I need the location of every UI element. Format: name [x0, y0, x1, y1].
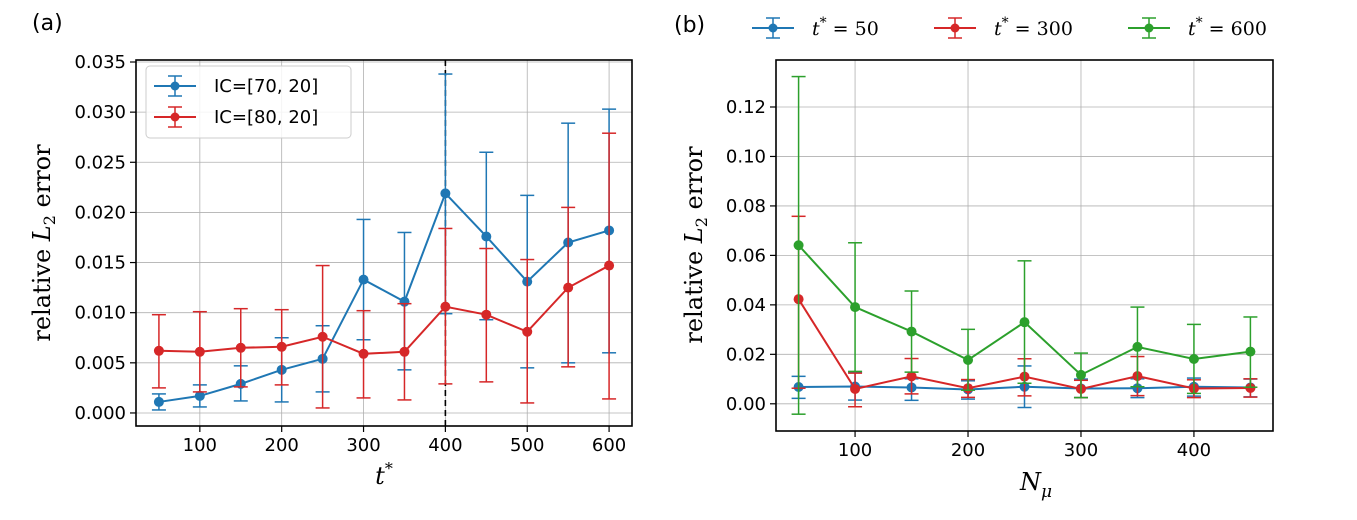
data-point [906, 326, 917, 337]
y-tick-label: 0.12 [726, 97, 766, 118]
x-tick-label: 100 [183, 435, 217, 456]
legend-label: t* = 50 [812, 15, 879, 40]
legend-swatch-marker [170, 81, 180, 91]
y-tick-label: 0.035 [74, 52, 126, 73]
series-t-600 [791, 75, 1258, 415]
data-point [906, 371, 917, 382]
data-point [440, 188, 451, 199]
data-point [1188, 354, 1199, 365]
y-tick-label: 0.030 [74, 102, 126, 123]
legend-item-t300: t* = 300 [934, 15, 1073, 40]
y-tick-label: 0.00 [726, 394, 766, 415]
series-t-300 [791, 215, 1258, 408]
data-point [963, 355, 974, 366]
y-tick-label: 0.010 [74, 303, 126, 324]
legend-item-t600: t* = 600 [1128, 15, 1267, 40]
y-tick-label: 0.020 [74, 202, 126, 223]
y-tick-label: 0.000 [74, 403, 126, 424]
y-axis-label-a: relative L2 error [28, 144, 59, 342]
x-tick-label: 600 [592, 435, 626, 456]
legend-item-t50: t* = 50 [752, 15, 879, 40]
y-tick-label: 0.025 [74, 152, 126, 173]
x-tick-label: 200 [265, 435, 299, 456]
series-group-a [151, 73, 617, 411]
data-point [522, 326, 533, 337]
data-point [153, 345, 164, 356]
series-line [158, 191, 610, 403]
chart-panel-a: (a) 0.0000.0050.0100.0150.0200.0250.0300… [28, 11, 633, 490]
x-tick-label: 300 [346, 435, 380, 456]
data-point [481, 309, 492, 320]
data-point [399, 346, 410, 357]
data-point [563, 282, 574, 293]
plot-frame-a [135, 59, 633, 427]
data-point [1245, 346, 1256, 357]
legend-swatch-marker [170, 112, 180, 122]
chart-panel-b: (b) 0.00 0.02 0.04 0.06 0.08 0.10 0.12 100 200 3… [674, 13, 1274, 502]
x-axis-b: 100 200 300 400 [838, 431, 1211, 461]
legend-label: t* = 600 [1188, 15, 1267, 40]
x-tick-label: 100 [838, 440, 872, 461]
data-point [1019, 317, 1030, 328]
legend-swatch-marker [1144, 23, 1154, 33]
legend-swatch-marker [950, 23, 960, 33]
y-tick-label: 0.005 [74, 353, 126, 374]
y-tick-label: 0.06 [726, 245, 766, 266]
legend-label: IC=[70, 20] [214, 76, 318, 97]
x-tick-label: 400 [1177, 440, 1211, 461]
plot-frame-b [775, 59, 1274, 432]
x-axis-label-a: t* [375, 459, 393, 490]
legend-b: t* = 50 t* = 300 t* = 600 [752, 15, 1267, 40]
legend-label: t* = 300 [994, 15, 1073, 40]
data-point [358, 274, 369, 285]
x-tick-label: 200 [951, 440, 985, 461]
x-tick-label: 500 [510, 435, 544, 456]
data-point [850, 302, 861, 313]
y-axis-b: 0.00 0.02 0.04 0.06 0.08 0.10 0.12 [726, 97, 776, 415]
x-tick-label: 400 [428, 435, 462, 456]
data-point [1132, 341, 1143, 352]
y-tick-label: 0.10 [726, 146, 766, 167]
y-tick-label: 0.015 [74, 253, 126, 274]
data-point [440, 301, 451, 312]
y-axis-label-b: relative L2 error [680, 146, 711, 344]
data-point [317, 331, 328, 342]
series-ic-80-20 [151, 132, 617, 409]
data-point [194, 346, 205, 357]
data-point [481, 231, 492, 242]
y-tick-label: 0.04 [726, 295, 766, 316]
x-axis-a: 100 200 300 400 500 600 [183, 426, 626, 456]
data-point [604, 260, 615, 271]
legend-box-a [145, 65, 352, 139]
legend-swatch-marker [768, 23, 778, 33]
data-point [194, 390, 205, 401]
panel-label-b: (b) [674, 13, 705, 38]
legend-item-ic-70: IC=[70, 20] [154, 75, 318, 97]
data-point [358, 348, 369, 359]
data-point [793, 240, 804, 251]
legend-item-ic-80: IC=[80, 20] [154, 106, 318, 128]
data-point [1075, 369, 1086, 380]
series-group-b [791, 75, 1258, 415]
data-point [153, 396, 164, 407]
x-tick-label: 300 [1064, 440, 1098, 461]
data-point [235, 342, 246, 353]
legend-label: IC=[80, 20] [214, 107, 318, 128]
y-tick-label: 0.08 [726, 196, 766, 217]
series-line [158, 264, 610, 355]
data-point [850, 383, 861, 394]
y-axis-a: 0.000 0.005 0.010 0.015 0.020 0.025 0.030 0.035 [74, 52, 136, 424]
panel-label-a: (a) [32, 11, 63, 36]
data-point [276, 341, 287, 352]
x-axis-label-b: Nμ [1019, 468, 1052, 502]
legend-a: IC=[70, 20] IC=[80, 20] [145, 65, 352, 139]
y-tick-label: 0.02 [726, 344, 766, 365]
